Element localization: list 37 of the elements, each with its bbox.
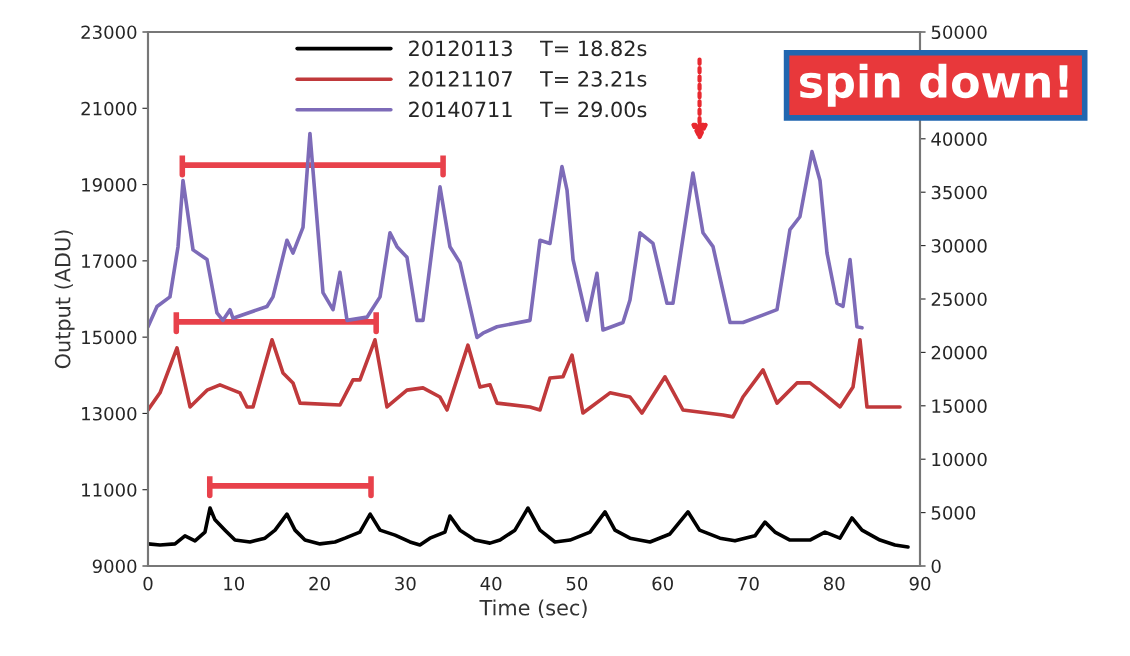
x-tick-label: 0 bbox=[143, 576, 153, 591]
legend-label: 20140711 T= 29.00s bbox=[409, 101, 647, 118]
y2-tick-label: 35000 bbox=[931, 185, 987, 200]
y-axis-title: Output (ADU) bbox=[54, 230, 75, 369]
legend-label: 20121107 T= 23.21s bbox=[409, 71, 647, 87]
x-tick-label: 50 bbox=[566, 576, 588, 591]
x-tick-label: 30 bbox=[395, 576, 416, 591]
y2-tick-label: 0 bbox=[931, 559, 941, 574]
line-series bbox=[148, 506, 910, 549]
y2-tick-label: 15000 bbox=[932, 399, 987, 413]
x-tick-label: 70 bbox=[738, 576, 759, 591]
y2-tick-label: 20000 bbox=[931, 345, 987, 360]
y2-tick-label: 5000 bbox=[931, 506, 976, 520]
line-series bbox=[148, 338, 902, 419]
y2-tick-label: 50000 bbox=[931, 25, 987, 40]
y2-tick-label: 40000 bbox=[931, 132, 987, 146]
y-tick-label: 21000 bbox=[81, 101, 137, 116]
annotation: spin down! bbox=[799, 63, 1068, 107]
y2-tick-label: 30000 bbox=[931, 239, 987, 253]
y-tick-label: 9000 bbox=[92, 559, 137, 574]
x-tick-label: 20 bbox=[309, 576, 330, 591]
y-tick-label: 23000 bbox=[81, 25, 137, 40]
legend-label: 20120113 T= 18.82s bbox=[409, 40, 647, 57]
y-tick-label: 11000 bbox=[82, 483, 137, 497]
y2-tick-label: 25000 bbox=[931, 292, 987, 307]
x-tick-label: 60 bbox=[652, 576, 673, 591]
y2-tick-label: 10000 bbox=[932, 452, 987, 467]
line-series bbox=[148, 131, 864, 340]
x-tick-label: 80 bbox=[823, 576, 845, 591]
y-tick-label: 13000 bbox=[82, 406, 137, 421]
x-tick-label: 10 bbox=[224, 576, 245, 591]
x-axis-title: Time (sec) bbox=[479, 599, 587, 619]
x-tick-label: 90 bbox=[909, 576, 931, 591]
y-tick-label: 15000 bbox=[82, 330, 137, 345]
y-tick-label: 19000 bbox=[82, 178, 137, 192]
y-tick-label: 17000 bbox=[82, 254, 137, 268]
x-tick-label: 40 bbox=[480, 576, 502, 591]
